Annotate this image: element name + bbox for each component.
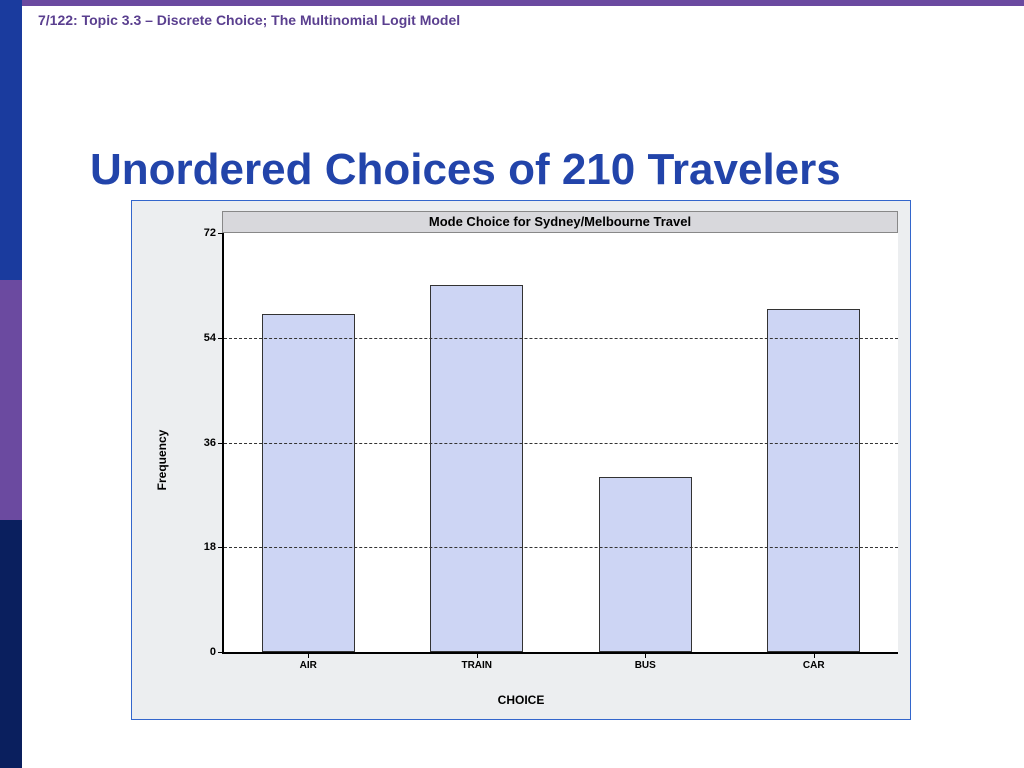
slide-title: Unordered Choices of 210 Travelers: [90, 145, 841, 195]
y-tick-mark: [218, 233, 224, 234]
chart-container: Mode Choice for Sydney/Melbourne Travel …: [131, 200, 911, 720]
y-axis-label: Frequency: [155, 430, 169, 491]
sidebar-stripe-mid: [0, 280, 22, 520]
bar-bus: [599, 477, 692, 652]
header-accent-line: [22, 0, 1024, 6]
sidebar-stripe-bottom: [0, 520, 22, 768]
x-tick-label: CAR: [803, 660, 825, 671]
x-tick-label: AIR: [300, 660, 317, 671]
plot-area: 018365472AIRTRAINBUSCAR: [222, 233, 898, 654]
x-axis-label: CHOICE: [498, 693, 545, 707]
x-tick-mark: [477, 652, 478, 658]
x-tick-mark: [814, 652, 815, 658]
gridline: [224, 547, 898, 548]
gridline: [224, 443, 898, 444]
bar-car: [767, 309, 860, 652]
y-tick-mark: [218, 652, 224, 653]
bar-air: [262, 314, 355, 652]
bar-train: [430, 285, 523, 652]
x-tick-mark: [308, 652, 309, 658]
sidebar-stripe-top: [0, 0, 22, 280]
gridline: [224, 338, 898, 339]
x-tick-mark: [645, 652, 646, 658]
breadcrumb: 7/122: Topic 3.3 – Discrete Choice; The …: [38, 12, 460, 28]
x-tick-label: TRAIN: [461, 660, 492, 671]
chart-title: Mode Choice for Sydney/Melbourne Travel: [222, 211, 898, 233]
x-tick-label: BUS: [635, 660, 656, 671]
